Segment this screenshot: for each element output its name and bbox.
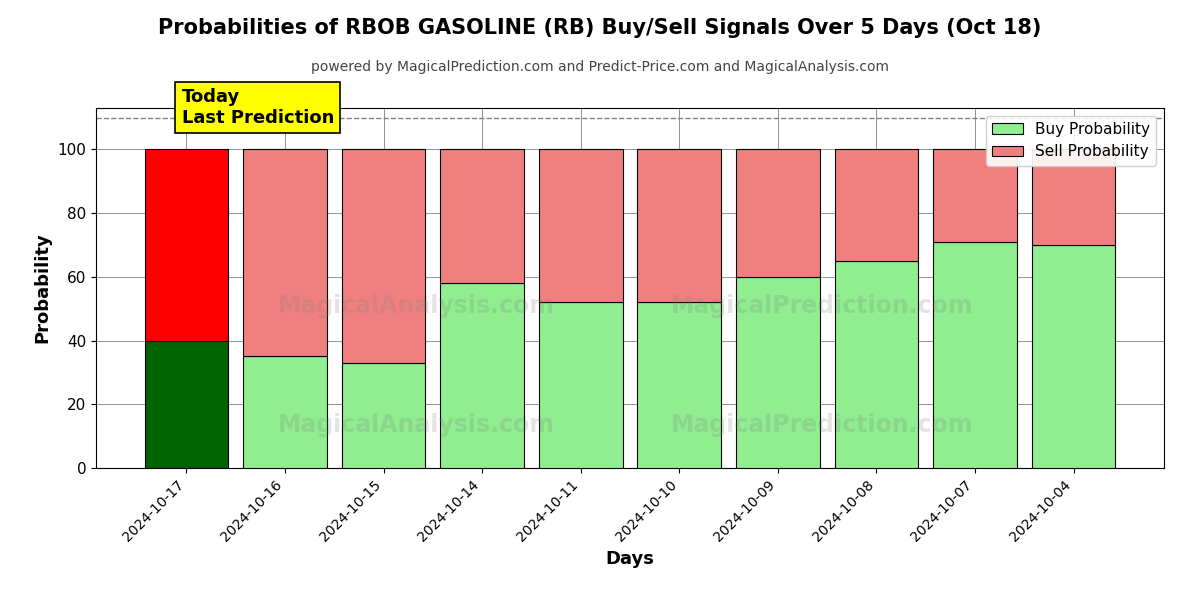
Bar	[440, 149, 524, 283]
Bar	[1032, 245, 1116, 468]
Bar	[736, 277, 820, 468]
Bar	[1032, 149, 1116, 245]
Legend: Buy Probability, Sell Probability: Buy Probability, Sell Probability	[986, 116, 1157, 166]
Text: MagicalPrediction.com: MagicalPrediction.com	[671, 413, 973, 437]
Bar	[539, 302, 623, 468]
Bar	[342, 363, 426, 468]
Bar	[637, 302, 721, 468]
Y-axis label: Probability: Probability	[34, 233, 52, 343]
Bar	[144, 149, 228, 341]
Text: MagicalPrediction.com: MagicalPrediction.com	[671, 294, 973, 318]
Bar	[934, 242, 1016, 468]
Bar	[144, 341, 228, 468]
Bar	[736, 149, 820, 277]
Bar	[342, 149, 426, 363]
Bar	[637, 149, 721, 302]
Text: Probabilities of RBOB GASOLINE (RB) Buy/Sell Signals Over 5 Days (Oct 18): Probabilities of RBOB GASOLINE (RB) Buy/…	[158, 18, 1042, 38]
Text: MagicalAnalysis.com: MagicalAnalysis.com	[278, 413, 554, 437]
Text: powered by MagicalPrediction.com and Predict-Price.com and MagicalAnalysis.com: powered by MagicalPrediction.com and Pre…	[311, 60, 889, 74]
X-axis label: Days: Days	[606, 550, 654, 568]
Bar	[834, 261, 918, 468]
Bar	[440, 283, 524, 468]
Bar	[934, 149, 1016, 242]
Text: MagicalAnalysis.com: MagicalAnalysis.com	[278, 294, 554, 318]
Bar	[244, 149, 326, 356]
Text: Today
Last Prediction: Today Last Prediction	[181, 88, 334, 127]
Bar	[244, 356, 326, 468]
Bar	[539, 149, 623, 302]
Bar	[834, 149, 918, 261]
